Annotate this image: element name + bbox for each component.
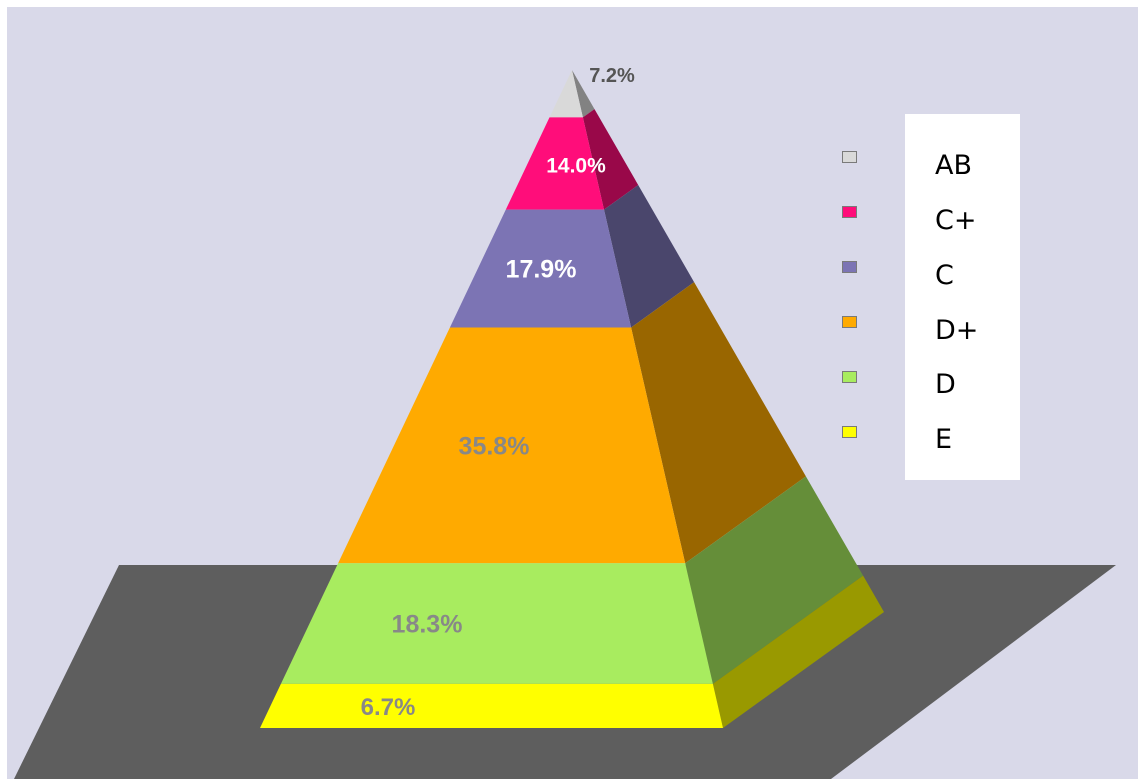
legend-swatch-e [842, 426, 857, 438]
pyramid-layer-ab [549, 70, 583, 118]
legend-label-c-plus: C+ [935, 205, 977, 236]
pyramid-side-e [712, 575, 884, 728]
legend-label-ab: AB [935, 150, 972, 181]
pyramid-value-labels: 7.2% 14.0% 17.9% 35.8% 18.3% 6.7% [361, 65, 635, 721]
value-label-d: 18.3% [392, 611, 463, 639]
pyramid-layer-d-plus [338, 327, 686, 564]
legend-label-c: C [935, 260, 954, 291]
legend: AB C+ C D+ D E [905, 114, 1020, 480]
pyramid-side-d [685, 476, 864, 684]
pyramid-layer-c-plus [505, 117, 604, 210]
value-label-c-plus: 14.0% [546, 155, 606, 178]
pyramid-layers [260, 70, 884, 728]
pyramid-layer-c [449, 209, 632, 328]
pyramid-side-c [604, 185, 695, 328]
legend-label-d: D [935, 369, 956, 400]
legend-label-e: E [935, 424, 953, 455]
value-label-c: 17.9% [506, 256, 577, 284]
legend-swatch-ab [842, 151, 857, 163]
pyramid-side-d-plus [631, 282, 806, 564]
pyramid-side-ab [572, 70, 595, 118]
chart-area: 7.2% 14.0% 17.9% 35.8% 18.3% 6.7% AB C+ C D+ … [7, 7, 1138, 779]
legend-swatch-c [842, 261, 857, 273]
pyramid-side-c-plus [582, 109, 639, 210]
value-label-d-plus: 35.8% [459, 432, 530, 460]
value-label-e: 6.7% [361, 694, 416, 721]
pyramid-layer-d [280, 563, 713, 684]
legend-label-d-plus: D+ [935, 315, 979, 346]
pyramid-layer-e [260, 683, 723, 728]
value-label-ab: 7.2% [589, 65, 635, 87]
legend-swatch-c-plus [842, 206, 857, 218]
pyramid-chart: 7.2% 14.0% 17.9% 35.8% 18.3% 6.7% [14, 65, 1116, 779]
legend-swatch-d [842, 371, 857, 383]
legend-swatch-d-plus [842, 316, 857, 328]
